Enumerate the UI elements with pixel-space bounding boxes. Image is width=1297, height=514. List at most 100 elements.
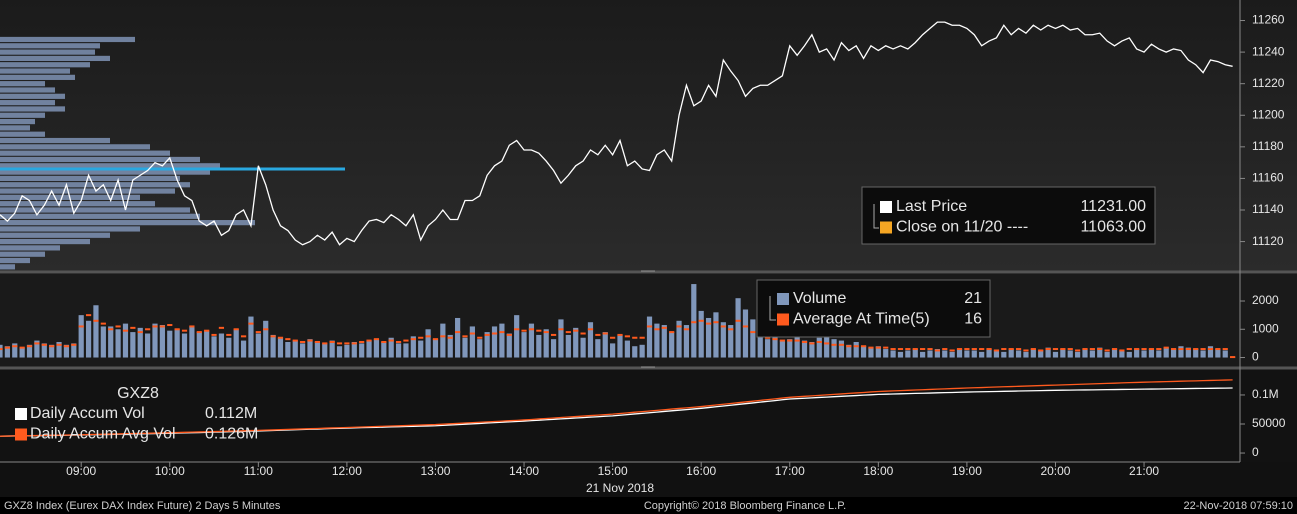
volume-bar <box>1215 349 1221 358</box>
volume-bar <box>705 317 712 358</box>
x-tick-label: 16:00 <box>686 464 716 478</box>
volume-bar <box>602 332 608 358</box>
profile-bar <box>0 156 200 163</box>
volume-bar <box>255 333 261 358</box>
volume-bar <box>34 340 40 358</box>
y-tick-label: 1000 <box>1252 321 1279 335</box>
volume-bar <box>1134 349 1140 358</box>
volume-bar <box>536 334 542 358</box>
volume-bar <box>189 326 195 358</box>
legend-value: 0.112M <box>205 405 257 422</box>
volume-bar <box>1141 350 1147 358</box>
volume-bar <box>196 332 202 358</box>
footer-center: Copyright© 2018 Bloomberg Finance L.P. <box>644 500 846 512</box>
volume-bar <box>455 317 461 358</box>
profile-bar <box>0 264 15 270</box>
profile-bar <box>0 238 90 245</box>
volume-bar <box>1023 351 1029 358</box>
legend-tree <box>873 204 879 229</box>
volume-bar <box>462 337 468 358</box>
profile-bar <box>0 36 135 43</box>
volume-bar <box>735 298 741 358</box>
profile-bar <box>0 68 70 74</box>
volume-bar <box>528 323 535 358</box>
volume-bar <box>1075 351 1081 358</box>
volume-bar <box>130 332 136 358</box>
volume-bar <box>742 309 749 358</box>
volume-bar <box>181 333 188 358</box>
y-tick-label: 2000 <box>1252 293 1279 307</box>
volume-bar <box>868 347 874 358</box>
volume-bar <box>521 332 527 358</box>
x-tick-label: 17:00 <box>775 464 805 478</box>
volume-bar <box>506 333 512 358</box>
legend-tree <box>769 296 776 321</box>
volume-bar <box>277 337 284 358</box>
profile-bar <box>0 137 110 144</box>
profile-bar <box>0 232 110 238</box>
volume-bar <box>1200 350 1206 358</box>
volume-bar <box>78 315 84 358</box>
legend-box <box>756 279 991 338</box>
series-line <box>0 379 1233 437</box>
volume-bar <box>632 346 638 358</box>
volume-bar <box>587 322 594 358</box>
volume-bar <box>1119 350 1125 358</box>
volume-bar <box>0 344 3 358</box>
volume-bar <box>809 341 815 358</box>
legend-label: Daily Accum Vol <box>30 405 145 422</box>
volume-bar <box>410 336 416 358</box>
volume-bar <box>4 346 10 358</box>
profile-bar <box>0 226 140 232</box>
volume-bar <box>329 340 335 358</box>
volume-bar <box>949 351 955 358</box>
legend-value: 0.126M <box>205 426 258 443</box>
legend-label: Close on 11/20 ---- <box>896 219 1028 236</box>
volume-bar <box>750 319 756 358</box>
profile-bar <box>0 74 75 80</box>
volume-bar <box>787 339 793 358</box>
volume-bar <box>93 305 99 358</box>
volume-bar <box>661 325 667 358</box>
volume-bar <box>484 332 490 358</box>
profile-bar <box>0 43 100 49</box>
volume-bar <box>986 349 992 358</box>
profile-bar <box>0 112 45 118</box>
volume-bar <box>204 330 210 358</box>
volume-bar <box>927 350 933 358</box>
volume-bar <box>765 339 771 358</box>
volume-bar <box>1156 350 1162 358</box>
volume-bar <box>964 350 970 358</box>
volume-bar <box>418 340 424 358</box>
y-tick-label: 0.1M <box>1252 387 1279 401</box>
profile-bar <box>0 207 190 213</box>
x-tick-label: 15:00 <box>598 464 628 478</box>
legend-value: 11231.00 <box>1080 198 1146 215</box>
volume-bar <box>100 326 106 358</box>
series-line <box>0 21 1233 246</box>
volume-bar <box>85 320 92 358</box>
volume-bar <box>691 284 697 358</box>
volume-bar <box>654 323 660 358</box>
volume-bar <box>779 340 785 358</box>
volume-bar <box>698 310 704 358</box>
legend-value: 16 <box>964 311 982 328</box>
x-tick-label: 11:00 <box>244 464 273 478</box>
volume-bar <box>469 326 475 358</box>
volume-bar <box>905 350 911 358</box>
panel-title: GXZ8 <box>117 385 159 402</box>
profile-bar <box>0 188 175 194</box>
y-tick-label: 11160 <box>1252 171 1284 185</box>
profile-bar <box>0 257 30 264</box>
x-tick-label: 21:00 <box>1129 464 1159 478</box>
x-tick-label: 13:00 <box>420 464 450 478</box>
volume-bar <box>240 340 247 358</box>
volume-bar <box>499 323 505 358</box>
profile-bar <box>0 125 30 131</box>
volume-bar <box>137 327 143 358</box>
volume-bar <box>565 334 571 358</box>
legend-value: 21 <box>964 290 982 307</box>
volume-bar <box>595 339 601 358</box>
footer-bar <box>0 497 1297 514</box>
volume-bar <box>801 340 808 358</box>
